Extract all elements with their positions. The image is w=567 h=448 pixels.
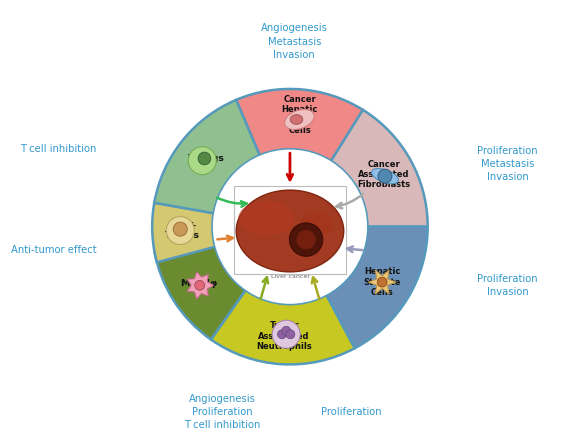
Text: M2 Mφ: M2 Mφ [180, 279, 217, 288]
Circle shape [378, 169, 392, 183]
Text: Proliferation: Proliferation [321, 407, 382, 417]
Text: Angiogenesis
Proliferation
T cell inhibition: Angiogenesis Proliferation T cell inhibi… [184, 394, 260, 430]
Text: Cancer
Associated
Fibroblasts: Cancer Associated Fibroblasts [358, 159, 411, 190]
Polygon shape [187, 271, 214, 299]
Circle shape [272, 320, 300, 348]
Circle shape [286, 330, 295, 339]
Wedge shape [152, 203, 215, 263]
Text: Tumor
Associated
Neutrophils: Tumor Associated Neutrophils [256, 321, 312, 351]
Text: Liver cancer: Liver cancer [270, 274, 310, 279]
Text: T cell inhibition: T cell inhibition [20, 144, 96, 154]
Ellipse shape [236, 190, 344, 272]
Circle shape [277, 330, 286, 339]
Wedge shape [331, 110, 428, 227]
Circle shape [166, 216, 194, 245]
Circle shape [214, 150, 366, 303]
Text: Proliferation
Invasion: Proliferation Invasion [477, 274, 538, 297]
Text: T Regs: T Regs [188, 155, 225, 164]
Ellipse shape [299, 213, 334, 237]
Wedge shape [154, 100, 260, 213]
Circle shape [195, 280, 205, 290]
Circle shape [297, 230, 316, 249]
Circle shape [377, 277, 387, 287]
Ellipse shape [371, 168, 398, 184]
Circle shape [188, 146, 216, 175]
Polygon shape [368, 270, 396, 294]
Circle shape [174, 222, 187, 236]
Circle shape [198, 152, 211, 165]
Circle shape [282, 326, 291, 335]
Text: Angiogenesis
Metastasis
Invasion: Angiogenesis Metastasis Invasion [261, 23, 328, 60]
Ellipse shape [290, 115, 303, 125]
Wedge shape [236, 89, 363, 161]
Wedge shape [327, 227, 428, 348]
Text: Hepatic
Stellate
Cells: Hepatic Stellate Cells [363, 267, 401, 297]
Ellipse shape [238, 201, 294, 235]
Text: CD8+
T cells: CD8+ T cells [166, 221, 200, 240]
Text: Proliferation
Metastasis
Invasion: Proliferation Metastasis Invasion [477, 146, 538, 182]
Ellipse shape [285, 109, 314, 129]
Wedge shape [211, 290, 354, 364]
Text: Cancer
Hepatic
Stem
Cells: Cancer Hepatic Stem Cells [281, 95, 318, 135]
Wedge shape [154, 240, 246, 340]
Circle shape [289, 223, 323, 256]
Text: Anti-tumor effect: Anti-tumor effect [11, 246, 96, 255]
